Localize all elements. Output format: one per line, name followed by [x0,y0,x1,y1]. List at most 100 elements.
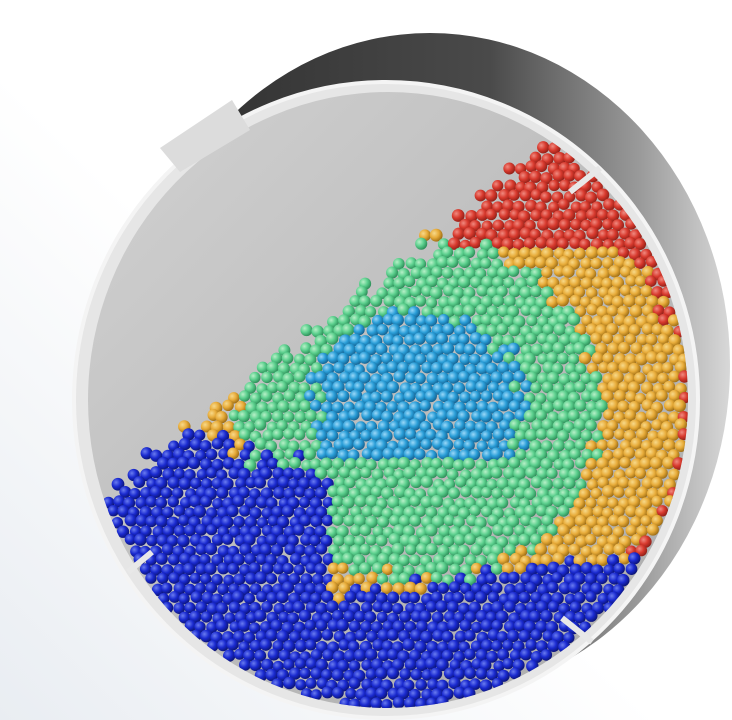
particle [535,236,548,249]
particle [358,562,372,575]
particle [570,201,583,213]
particle [563,632,575,644]
particle [603,198,616,211]
particle [542,323,554,336]
particle [294,639,308,653]
particle [475,361,489,375]
particle [409,514,422,527]
particle [640,515,652,527]
particle [529,151,542,164]
particle [471,621,483,634]
particle [634,448,647,461]
particle [441,360,455,374]
particle [437,372,450,385]
particle [613,505,625,517]
particle [397,456,411,470]
particle [377,515,390,528]
particle [359,524,372,537]
particle [598,229,610,241]
particle [581,449,594,461]
particle [567,353,580,365]
particle [630,342,643,355]
particle [623,447,636,459]
particle [161,582,173,594]
particle [149,485,162,498]
particle [261,601,273,613]
particle [498,246,510,258]
particle [497,266,510,279]
particle [267,477,280,490]
lifter [160,100,250,172]
particle [459,353,471,365]
particle [657,313,671,326]
particle [404,333,416,346]
particle [580,372,592,385]
particle [502,639,514,651]
particle [421,361,433,374]
particle [491,294,505,307]
particle [644,275,657,288]
particle [518,171,531,184]
particle [331,514,344,526]
particle [111,477,125,491]
particle [535,428,548,440]
particle [271,410,284,423]
particle [129,488,141,500]
particle [611,276,625,289]
particle [267,648,280,661]
particle [540,533,554,546]
particle [438,296,451,309]
particle [596,188,610,202]
particle [607,399,620,412]
particle [372,600,384,613]
particle [614,428,626,440]
particle [404,658,417,671]
particle [464,611,477,623]
particle [381,410,394,423]
particle [487,401,500,414]
particle [243,592,256,605]
particle [380,430,393,443]
particle [227,447,240,460]
particle [525,160,538,173]
particle [371,409,384,421]
particle [414,372,426,385]
particle [590,390,603,403]
particle [541,401,555,414]
particle [503,162,516,175]
particle [360,620,373,633]
particle [596,495,610,509]
particle [332,552,345,566]
particle [376,324,389,336]
particle [601,277,614,290]
particle [272,428,284,441]
particle [217,639,229,652]
particle [327,351,340,364]
particle [266,361,279,374]
particle [167,476,181,489]
particle [519,648,533,661]
particle [633,372,646,384]
particle [420,572,433,584]
particle [320,343,333,356]
particle [519,286,533,299]
particle [540,286,554,300]
particle [552,552,565,565]
particle [409,495,421,507]
particle [361,448,374,460]
particle [639,457,653,470]
particle [377,363,390,376]
particle [436,255,449,269]
particle [519,609,533,623]
particle [364,306,377,318]
particle [405,602,417,614]
particle [469,678,481,690]
particle [476,284,489,297]
particle [195,523,208,536]
particle [322,649,335,661]
particle [546,390,560,404]
particle [232,494,245,507]
particle [404,352,418,365]
particle [206,621,218,634]
particle [288,667,302,680]
